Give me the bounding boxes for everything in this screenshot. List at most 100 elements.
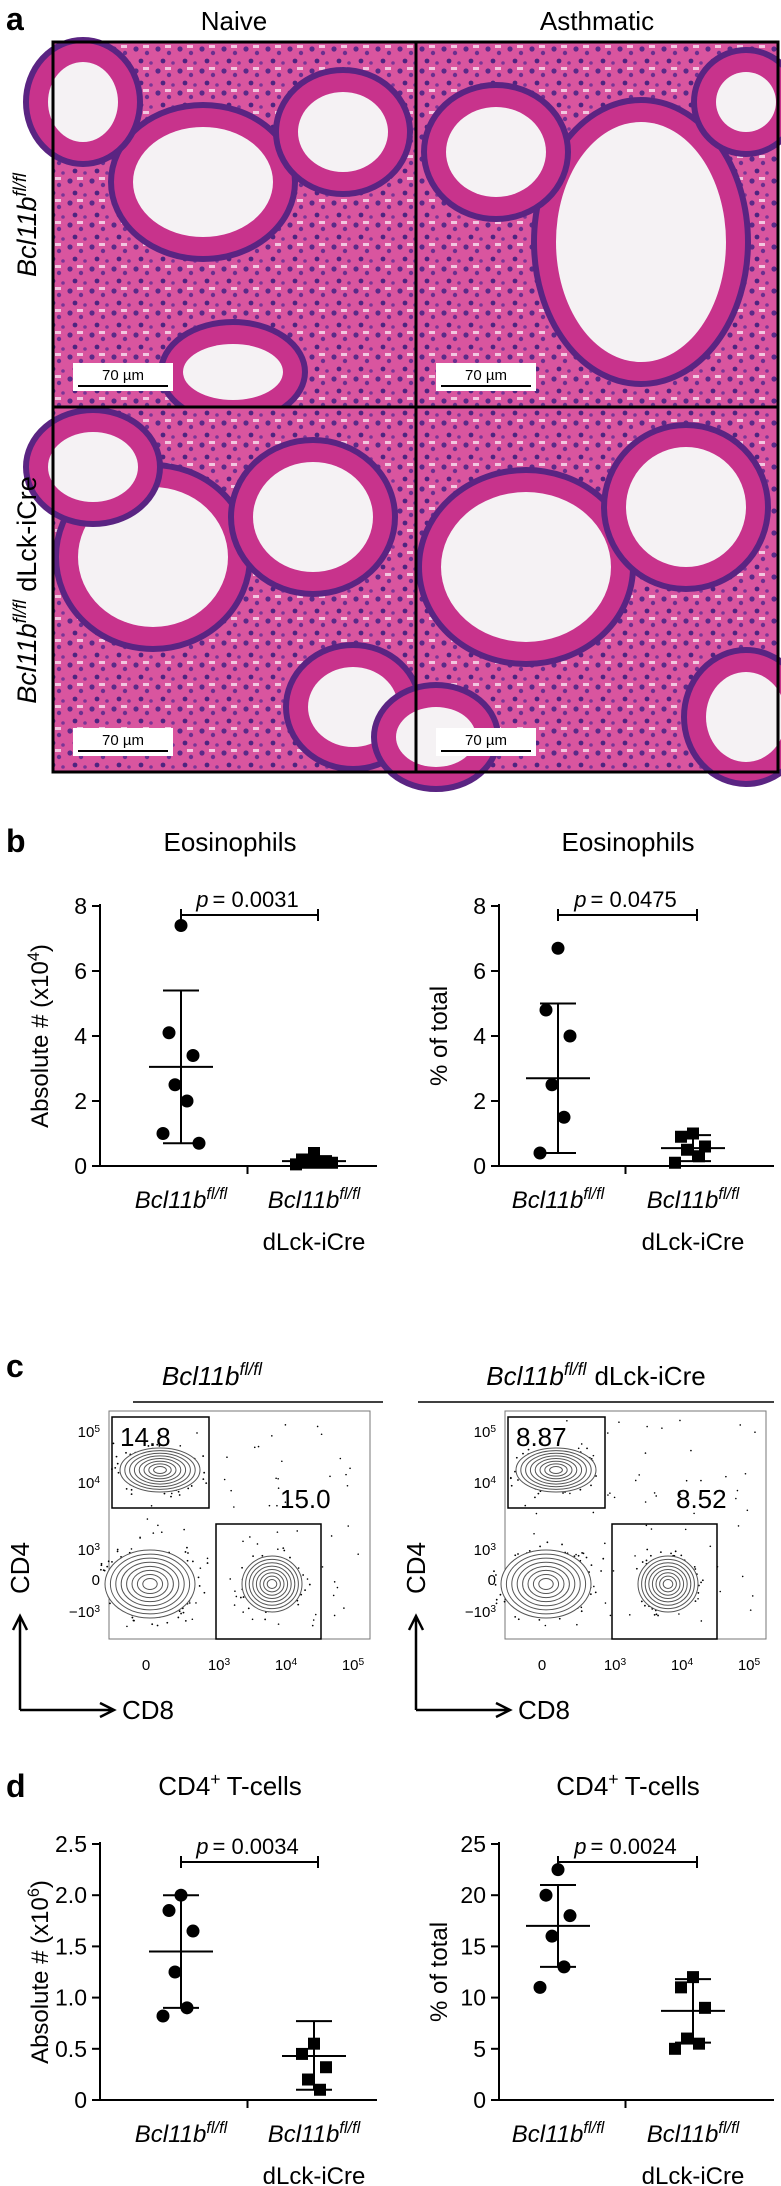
event-dot [195, 1602, 197, 1604]
event-dot [641, 1561, 644, 1563]
event-dot [653, 1492, 656, 1494]
event-dot [191, 1560, 194, 1563]
event-dot [297, 1567, 300, 1569]
data-point [533, 1146, 547, 1160]
data-point [699, 2001, 711, 2014]
event-dot [186, 1546, 188, 1549]
event-dot [184, 1620, 187, 1622]
event-dot [495, 1598, 498, 1601]
y-tick-label: 0 [473, 2087, 486, 2113]
gate [611, 1523, 718, 1640]
y-tick-label: 0 [74, 1153, 87, 1179]
event-dot [503, 1600, 506, 1603]
event-dot [575, 1553, 577, 1556]
event-dot [655, 1495, 658, 1497]
y-tick-label: 1.5 [55, 1933, 87, 1959]
event-dot [271, 1435, 273, 1437]
data-point [563, 1909, 577, 1923]
p-value: p = 0.0034 [195, 1834, 299, 1859]
data-point [168, 1078, 182, 1092]
y-tick-label: 6 [473, 958, 486, 984]
text-part: 3 [490, 1542, 496, 1553]
contour [662, 1579, 674, 1589]
text-part: ) [27, 1880, 54, 1888]
text-part: 3 [225, 1657, 231, 1668]
event-dot [311, 1624, 314, 1627]
event-dot [592, 1454, 595, 1457]
text-part: fl/fl [9, 599, 30, 623]
event-dot [229, 1578, 232, 1580]
y-axis-label: % of total [426, 1922, 453, 2022]
event-dot [284, 1424, 287, 1426]
text-part: 4 [688, 1657, 694, 1668]
event-dot [694, 1568, 697, 1570]
text-part: fl/fl [339, 1185, 360, 1203]
event-dot [239, 1596, 242, 1599]
text-part: 4 [94, 1475, 100, 1486]
event-dot [600, 1570, 603, 1572]
airway-lumen [253, 462, 373, 572]
event-dot [111, 1561, 113, 1563]
text-part: 5 [755, 1657, 761, 1668]
text-part: 3 [94, 1604, 100, 1615]
micrograph: 70 µm [416, 42, 781, 407]
data-point [687, 1971, 699, 1984]
text-part: −10 [465, 1604, 490, 1621]
event-dot [257, 1445, 260, 1448]
event-dot [573, 1555, 576, 1558]
airway-lumen [48, 62, 118, 142]
y-tick-label: 20 [460, 1882, 486, 1908]
contour [148, 1463, 172, 1477]
event-dot [638, 1474, 641, 1476]
event-dot [226, 1456, 228, 1459]
event-dot [674, 1550, 677, 1553]
contour [259, 1572, 285, 1596]
x-axis-label: CD8 [122, 1695, 174, 1725]
text-part: 5 [359, 1657, 365, 1668]
x-tick-label: 104 [275, 1657, 298, 1675]
contour [119, 1447, 201, 1493]
event-dot [612, 1570, 615, 1572]
event-dot [494, 1583, 497, 1586]
panel-label: c [6, 1348, 24, 1384]
event-dot [151, 1623, 154, 1626]
event-dot [100, 1564, 103, 1567]
text-part: Bcl11b [647, 1187, 719, 1214]
event-dot [256, 1543, 259, 1545]
data-point [162, 1904, 176, 1918]
event-dot [594, 1591, 597, 1594]
event-dot [746, 1509, 749, 1512]
gate [507, 1416, 606, 1509]
data-point [675, 1130, 687, 1143]
text-part: p [573, 1834, 586, 1859]
contour [522, 1565, 570, 1603]
y-tick-label: 2.5 [55, 1831, 87, 1857]
text-part: 10 [342, 1657, 359, 1674]
contour [641, 1558, 695, 1610]
y-tick-label: 2.0 [55, 1882, 87, 1908]
event-dot [300, 1593, 303, 1596]
event-dot [514, 1470, 516, 1473]
event-dot [569, 1492, 571, 1495]
micrograph: 70 µm [23, 37, 416, 425]
event-dot [196, 1432, 198, 1434]
event-dot [203, 1591, 206, 1594]
text-part: 10 [78, 1424, 95, 1441]
event-dot [333, 1581, 336, 1583]
text-part: Eosinophils [164, 827, 297, 857]
event-dot [261, 1554, 264, 1557]
x-tick-label: dLck-iCre [263, 2163, 366, 2186]
event-dot [749, 1609, 752, 1611]
event-dot [100, 1562, 103, 1565]
event-dot [577, 1554, 580, 1557]
event-dot [744, 1472, 747, 1475]
event-dot [697, 1592, 700, 1594]
text-part: fl/fl [9, 172, 30, 196]
text-part: 10 [275, 1657, 292, 1674]
event-dot [347, 1525, 350, 1527]
event-dot [107, 1560, 110, 1563]
event-dot [186, 1559, 189, 1562]
panel-label: d [6, 1768, 26, 1804]
